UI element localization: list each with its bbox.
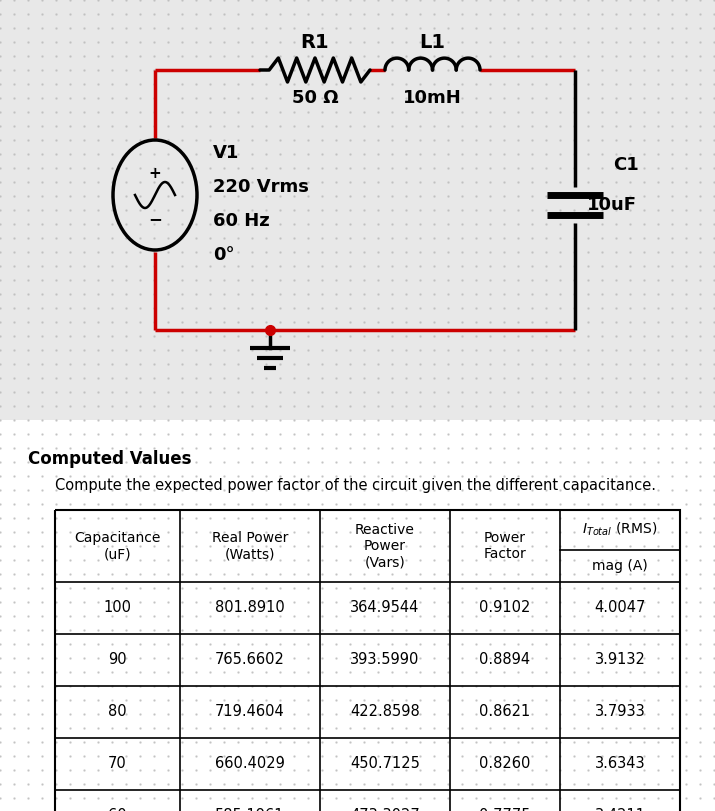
Text: −: − — [148, 210, 162, 228]
Text: Compute the expected power factor of the circuit given the different capacitance: Compute the expected power factor of the… — [55, 478, 656, 493]
Text: 70: 70 — [108, 757, 127, 771]
Text: 220 Vrms: 220 Vrms — [213, 178, 309, 196]
Text: 4.0047: 4.0047 — [594, 600, 646, 616]
Text: 60: 60 — [108, 809, 127, 811]
Text: 10mH: 10mH — [403, 89, 462, 107]
Text: Capacitance
(uF): Capacitance (uF) — [74, 531, 161, 561]
Text: 100: 100 — [104, 600, 132, 616]
Text: 50 Ω: 50 Ω — [292, 89, 338, 107]
Text: 3.9132: 3.9132 — [595, 653, 646, 667]
Bar — [0, 420, 715, 811]
Text: mag (A): mag (A) — [592, 559, 648, 573]
Text: R1: R1 — [301, 32, 330, 52]
Text: 364.9544: 364.9544 — [350, 600, 420, 616]
Text: 0°: 0° — [213, 246, 235, 264]
Text: 450.7125: 450.7125 — [350, 757, 420, 771]
Text: 0.7775: 0.7775 — [479, 809, 531, 811]
Text: 660.4029: 660.4029 — [215, 757, 285, 771]
Text: C1: C1 — [613, 156, 638, 174]
Text: 0.8621: 0.8621 — [479, 705, 531, 719]
Text: Power
Factor: Power Factor — [483, 531, 526, 561]
Text: 90: 90 — [108, 653, 127, 667]
Text: 0.9102: 0.9102 — [479, 600, 531, 616]
Text: 3.6343: 3.6343 — [595, 757, 646, 771]
Text: 585.1961: 585.1961 — [215, 809, 285, 811]
Text: 393.5990: 393.5990 — [350, 653, 420, 667]
Text: 80: 80 — [108, 705, 127, 719]
Text: Real Power
(Watts): Real Power (Watts) — [212, 531, 288, 561]
Text: 60 Hz: 60 Hz — [213, 212, 270, 230]
Text: 0.8894: 0.8894 — [480, 653, 531, 667]
Text: Reactive
Power
(Vars): Reactive Power (Vars) — [355, 523, 415, 569]
Text: 10uF: 10uF — [587, 196, 637, 214]
Text: L1: L1 — [420, 32, 445, 52]
Text: 3.7933: 3.7933 — [595, 705, 646, 719]
Bar — [55, 510, 680, 811]
Text: $I_{Total}$ (RMS): $I_{Total}$ (RMS) — [583, 521, 658, 539]
Text: 765.6602: 765.6602 — [215, 653, 285, 667]
Text: 473.3027: 473.3027 — [350, 809, 420, 811]
Text: 3.4211: 3.4211 — [594, 809, 646, 811]
Text: Computed Values: Computed Values — [28, 450, 192, 468]
Text: 0.8260: 0.8260 — [479, 757, 531, 771]
Text: V1: V1 — [213, 144, 240, 162]
Text: 801.8910: 801.8910 — [215, 600, 285, 616]
Text: +: + — [149, 165, 162, 181]
Text: 719.4604: 719.4604 — [215, 705, 285, 719]
Text: 422.8598: 422.8598 — [350, 705, 420, 719]
